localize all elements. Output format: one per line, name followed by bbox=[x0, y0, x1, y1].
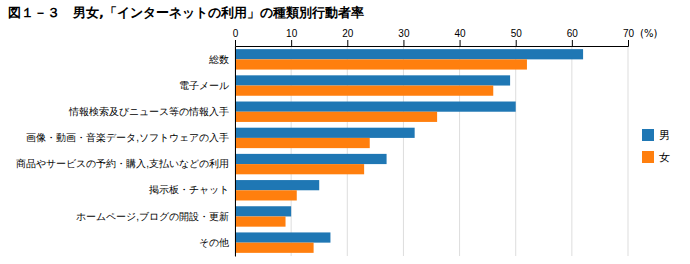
y-tick: 総数 bbox=[208, 54, 229, 65]
x-tick-label: 50 bbox=[511, 28, 523, 39]
y-tick-label: 画像・動画・音楽データ,ソフトウェアの入手 bbox=[26, 132, 229, 143]
legend: 男女 bbox=[642, 129, 670, 164]
legend-label: 女 bbox=[659, 151, 670, 164]
x-tick-label: 70 bbox=[623, 28, 635, 39]
bar bbox=[235, 128, 415, 138]
x-tick-mark bbox=[460, 40, 461, 46]
y-tick-label: 総数 bbox=[208, 54, 229, 65]
x-tick: 20 bbox=[342, 28, 354, 46]
x-tick-mark bbox=[347, 40, 348, 46]
grid-line bbox=[628, 46, 629, 256]
title: 図１－３ 男女,「インターネットの利用」の種類別行動者率 bbox=[8, 5, 364, 20]
y-tick: 電子メール bbox=[179, 80, 229, 91]
legend-item: 男 bbox=[642, 129, 670, 142]
y-tick: 情報検索及びニュース等の情報入手 bbox=[68, 106, 229, 117]
x-tick-mark bbox=[403, 40, 404, 46]
x-axis-line bbox=[236, 40, 629, 47]
x-tick-label: 0 bbox=[233, 28, 239, 39]
bar bbox=[235, 49, 583, 59]
grid-line bbox=[235, 46, 236, 256]
bar bbox=[235, 180, 319, 190]
legend-item: 女 bbox=[642, 151, 670, 164]
bar bbox=[235, 112, 437, 122]
x-tick: 30 bbox=[398, 28, 410, 46]
x-tick-label: 60 bbox=[567, 28, 579, 39]
y-tick-label: 商品やサービスの予約・購入,支払いなどの利用 bbox=[16, 158, 229, 169]
bar bbox=[235, 138, 370, 148]
bar bbox=[235, 206, 291, 216]
x-tick-label: 20 bbox=[342, 28, 354, 39]
plot: 0 10 20 30 40 50 60 70 (%) 総数電子メール情報検索及びニュース等の情報入… bbox=[16, 28, 670, 257]
x-tick-mark bbox=[235, 40, 236, 46]
bar bbox=[235, 243, 314, 253]
x-tick: 50 bbox=[511, 28, 523, 46]
y-tick: 商品やサービスの予約・購入,支払いなどの利用 bbox=[16, 158, 229, 169]
bar bbox=[235, 190, 297, 200]
legend-label: 男 bbox=[659, 129, 670, 142]
y-tick-label: 電子メール bbox=[179, 80, 229, 91]
x-tick-mark bbox=[291, 40, 292, 46]
bar bbox=[235, 154, 387, 164]
y-tick: 掲示板・チャット bbox=[149, 184, 229, 195]
bar bbox=[235, 232, 330, 242]
y-tick-label: 掲示板・チャット bbox=[149, 184, 229, 195]
x-tick-mark bbox=[628, 40, 629, 46]
legend-swatch bbox=[642, 129, 654, 141]
x-tick-label: 40 bbox=[455, 28, 467, 39]
grid-line bbox=[571, 46, 572, 256]
grid-line bbox=[515, 46, 516, 256]
y-tick: 画像・動画・音楽データ,ソフトウェアの入手 bbox=[26, 132, 229, 143]
y-axis: 総数電子メール情報検索及びニュース等の情報入手画像・動画・音楽データ,ソフトウェ… bbox=[16, 47, 235, 257]
x-tick-label: 30 bbox=[398, 28, 410, 39]
x-tick: 40 bbox=[455, 28, 467, 46]
y-tick-label: その他 bbox=[199, 237, 229, 248]
series bbox=[235, 59, 527, 253]
legend-swatch bbox=[642, 151, 654, 163]
x-tick: 60 bbox=[567, 28, 579, 46]
x-label: (%) bbox=[640, 28, 657, 39]
chart: 図１－３ 男女,「インターネットの利用」の種類別行動者率 0 10 20 30 40 50 6… bbox=[0, 0, 690, 264]
x-tick-mark bbox=[572, 40, 573, 46]
y-tick-label: ホームページ,ブログの開設・更新 bbox=[76, 211, 229, 222]
bar bbox=[235, 75, 510, 85]
x-tick-label: 10 bbox=[286, 28, 298, 39]
bar bbox=[235, 164, 364, 174]
bars bbox=[235, 49, 583, 253]
y-tick-label: 情報検索及びニュース等の情報入手 bbox=[68, 106, 229, 117]
x-tick: 0 bbox=[233, 28, 239, 46]
x-tick-mark bbox=[516, 40, 517, 46]
y-tick: その他 bbox=[199, 237, 229, 248]
bar bbox=[235, 102, 516, 112]
x-tick: 70 bbox=[623, 28, 635, 46]
x-axis: 0 10 20 30 40 50 60 70 bbox=[233, 28, 635, 47]
x-tick: 10 bbox=[286, 28, 298, 46]
y-tick: ホームページ,ブログの開設・更新 bbox=[76, 211, 229, 222]
series bbox=[235, 49, 583, 243]
grid bbox=[235, 46, 628, 256]
y-axis-line bbox=[235, 47, 236, 257]
bar bbox=[235, 59, 527, 69]
bar bbox=[235, 86, 493, 96]
bar bbox=[235, 216, 286, 226]
